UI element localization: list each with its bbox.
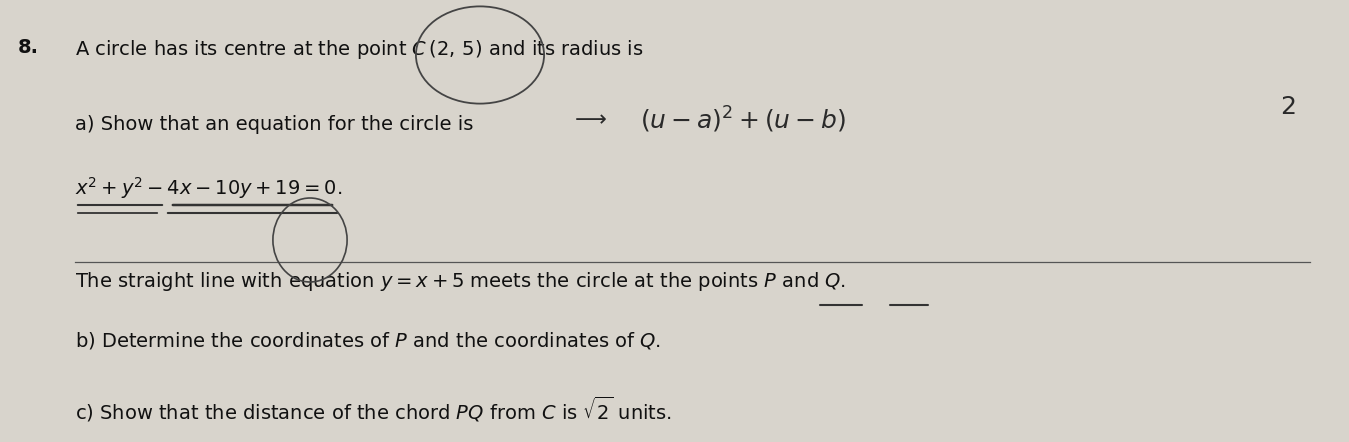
Text: $\longrightarrow$: $\longrightarrow$	[571, 108, 607, 128]
Text: $2$: $2$	[1280, 95, 1295, 119]
Text: A circle has its centre at the point $C\,(2,\,5)$ and its radius is: A circle has its centre at the point $C\…	[76, 38, 643, 61]
Text: $(u-a)^2 + (u-b)$: $(u-a)^2 + (u-b)$	[639, 105, 846, 135]
Text: 8.: 8.	[18, 38, 39, 57]
Text: a) Show that an equation for the circle is: a) Show that an equation for the circle …	[76, 115, 473, 134]
Text: $x^2+y^2-4x-10y+19=0.$: $x^2+y^2-4x-10y+19=0.$	[76, 175, 343, 201]
Text: The straight line with equation $y = x + 5$ meets the circle at the points $P$ a: The straight line with equation $y = x +…	[76, 270, 846, 293]
Text: b) Determine the coordinates of $P$ and the coordinates of $Q$.: b) Determine the coordinates of $P$ and …	[76, 330, 661, 351]
Text: c) Show that the distance of the chord $PQ$ from $C$ is $\sqrt{2}$ units.: c) Show that the distance of the chord $…	[76, 395, 672, 424]
